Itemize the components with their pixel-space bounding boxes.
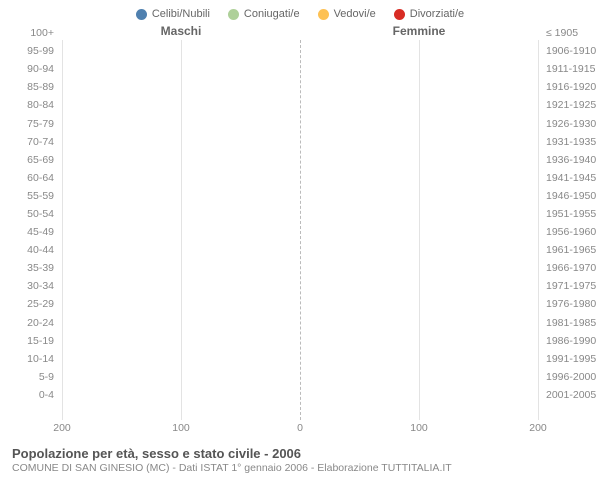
pyramid-row <box>62 130 538 148</box>
legend: Celibi/Nubili Coniugati/e Vedovi/e Divorzia… <box>0 0 600 24</box>
x-tick-label: 100 <box>172 422 190 434</box>
age-label: 45-49 <box>0 223 58 241</box>
chart-area <box>62 40 538 420</box>
x-tick-label: 100 <box>410 422 428 434</box>
age-label: 10-14 <box>0 350 58 368</box>
legend-item-divorziati: Divorziati/e <box>394 8 464 20</box>
pyramid-row <box>62 257 538 275</box>
age-label: 0-4 <box>0 386 58 404</box>
age-label: 20-24 <box>0 314 58 332</box>
pyramid-row <box>62 76 538 94</box>
legend-label: Divorziati/e <box>410 8 464 20</box>
birth-year-label: 1906-1910 <box>542 42 600 60</box>
rows <box>62 40 538 420</box>
birth-year-label: 1961-1965 <box>542 241 600 259</box>
pyramid-row <box>62 366 538 384</box>
x-tick-label: 0 <box>297 422 303 434</box>
chart-wrap: Maschi Femmine 100+95-9990-9485-8980-847… <box>0 24 600 420</box>
age-label: 75-79 <box>0 114 58 132</box>
gender-left-label: Maschi <box>62 24 300 38</box>
birth-year-label: 1936-1940 <box>542 151 600 169</box>
age-label: 5-9 <box>0 368 58 386</box>
legend-label: Celibi/Nubili <box>152 8 210 20</box>
y-axis-right: ≤ 19051906-19101911-19151916-19201921-19… <box>542 24 600 404</box>
age-label: 15-19 <box>0 332 58 350</box>
birth-year-label: 1971-1975 <box>542 277 600 295</box>
birth-year-label: 1966-1970 <box>542 259 600 277</box>
birth-year-label: 1956-1960 <box>542 223 600 241</box>
pyramid-row <box>62 275 538 293</box>
birth-year-label: 1931-1935 <box>542 133 600 151</box>
birth-year-label: 1951-1955 <box>542 205 600 223</box>
chart-title: Popolazione per età, sesso e stato civil… <box>12 446 600 461</box>
age-label: 40-44 <box>0 241 58 259</box>
pyramid-row <box>62 94 538 112</box>
birth-year-label: 1996-2000 <box>542 368 600 386</box>
gender-right-label: Femmine <box>300 24 538 38</box>
birth-year-label: 1941-1945 <box>542 169 600 187</box>
pyramid-row <box>62 221 538 239</box>
pyramid-row <box>62 203 538 221</box>
grid-line <box>538 40 539 420</box>
birth-year-label: 1926-1930 <box>542 114 600 132</box>
x-axis: 2001000100200 <box>62 422 538 440</box>
legend-swatch <box>394 9 405 20</box>
age-label: 30-34 <box>0 277 58 295</box>
legend-item-coniugati: Coniugati/e <box>228 8 300 20</box>
legend-swatch <box>228 9 239 20</box>
age-label: 35-39 <box>0 259 58 277</box>
age-label: 55-59 <box>0 187 58 205</box>
legend-swatch <box>318 9 329 20</box>
age-label: 50-54 <box>0 205 58 223</box>
gender-labels: Maschi Femmine <box>62 24 538 38</box>
pyramid-row <box>62 239 538 257</box>
age-label: 100+ <box>0 24 58 42</box>
chart-subtitle: COMUNE DI SAN GINESIO (MC) - Dati ISTAT … <box>12 462 600 474</box>
pyramid-row <box>62 149 538 167</box>
birth-year-label: 1986-1990 <box>542 332 600 350</box>
legend-item-vedovi: Vedovi/e <box>318 8 376 20</box>
pyramid-row <box>62 167 538 185</box>
age-label: 70-74 <box>0 133 58 151</box>
pyramid-row <box>62 40 538 58</box>
birth-year-label: 1991-1995 <box>542 350 600 368</box>
age-label: 85-89 <box>0 78 58 96</box>
pyramid-row <box>62 112 538 130</box>
y-axis-left: 100+95-9990-9485-8980-8475-7970-7465-696… <box>0 24 58 404</box>
age-label: 80-84 <box>0 96 58 114</box>
birth-year-label: ≤ 1905 <box>542 24 600 42</box>
legend-swatch <box>136 9 147 20</box>
pyramid-row <box>62 402 538 420</box>
birth-year-label: 1981-1985 <box>542 314 600 332</box>
pyramid-row <box>62 311 538 329</box>
legend-item-celibi: Celibi/Nubili <box>136 8 210 20</box>
birth-year-label: 1946-1950 <box>542 187 600 205</box>
pyramid-row <box>62 348 538 366</box>
age-label: 90-94 <box>0 60 58 78</box>
pyramid-row <box>62 293 538 311</box>
pyramid-row <box>62 58 538 76</box>
age-label: 60-64 <box>0 169 58 187</box>
pyramid-row <box>62 384 538 402</box>
birth-year-label: 1976-1980 <box>542 295 600 313</box>
legend-label: Vedovi/e <box>334 8 376 20</box>
age-label: 25-29 <box>0 295 58 313</box>
age-label: 95-99 <box>0 42 58 60</box>
pyramid-row <box>62 185 538 203</box>
birth-year-label: 1916-1920 <box>542 78 600 96</box>
legend-label: Coniugati/e <box>244 8 300 20</box>
birth-year-label: 1921-1925 <box>542 96 600 114</box>
birth-year-label: 1911-1915 <box>542 60 600 78</box>
x-tick-label: 200 <box>53 422 71 434</box>
birth-year-label: 2001-2005 <box>542 386 600 404</box>
pyramid-row <box>62 330 538 348</box>
footer: Popolazione per età, sesso e stato civil… <box>0 446 600 474</box>
age-label: 65-69 <box>0 151 58 169</box>
x-tick-label: 200 <box>529 422 547 434</box>
